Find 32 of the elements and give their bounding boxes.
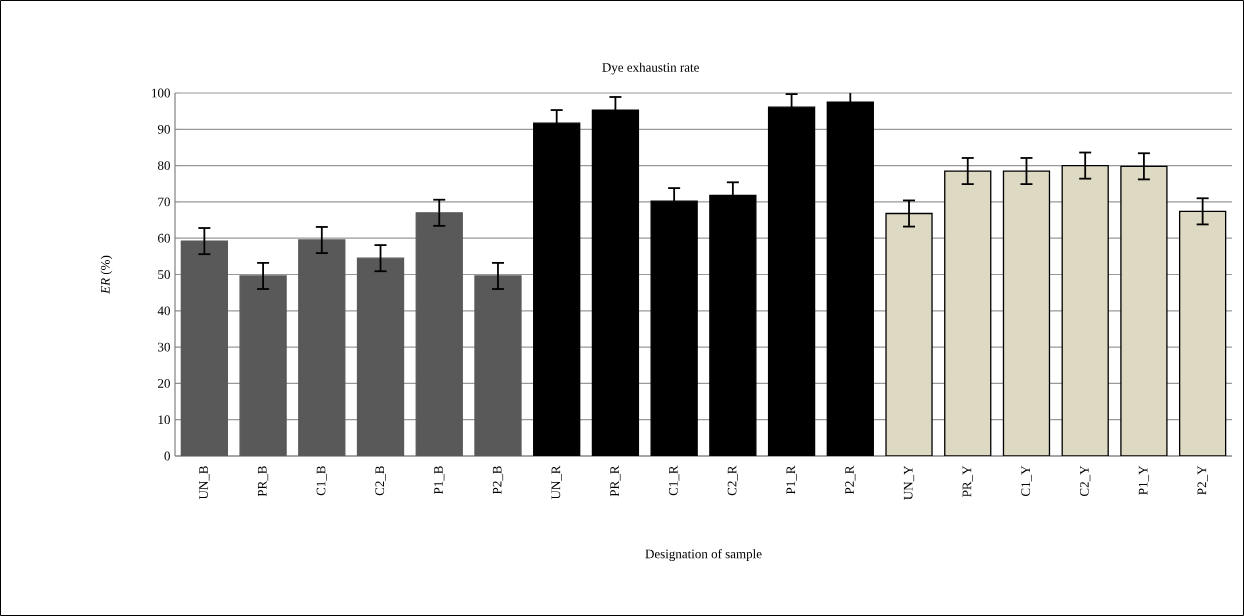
- x-tick-label: UN_Y: [903, 465, 915, 500]
- x-tick-label: C2_B: [375, 466, 386, 496]
- y-tick-label: 10: [158, 415, 170, 425]
- x-tick-label: PR_R: [610, 465, 621, 497]
- x-tick-label: P2_B: [492, 466, 504, 495]
- y-tick-label: 20: [158, 379, 170, 388]
- x-tick-label: UN_R: [551, 465, 562, 500]
- x-tick-label: PR_Y: [962, 465, 973, 497]
- y-tick-label: 90: [157, 124, 170, 134]
- x-tick-label: C2_Y: [1080, 465, 1091, 497]
- x-tick-label: P1_B: [434, 466, 445, 495]
- y-tick-label: 40: [157, 306, 170, 316]
- x-tick-label: UN_B: [199, 466, 210, 500]
- y-tick-label: 50: [158, 270, 170, 279]
- x-tick-label: C1_Y: [1021, 465, 1032, 497]
- x-tick-label: P1_Y: [1138, 465, 1150, 495]
- y-tick-label: 30: [158, 342, 170, 352]
- y-tick-label: 60: [158, 233, 170, 243]
- x-tick-label: P2_R: [845, 465, 856, 495]
- x-tick-label: C2_R: [727, 465, 738, 496]
- x-axis-title: Designation of sample: [645, 549, 762, 562]
- x-tick-label: C1_B: [316, 466, 327, 496]
- y-tick-label: 0: [164, 451, 170, 461]
- x-tick-label: PR_B: [257, 466, 269, 497]
- y-axis-title: ER (%): [100, 255, 113, 294]
- x-tick-label: C1_R: [669, 465, 680, 496]
- chart-title: Dye exhaustin rate: [602, 62, 699, 75]
- y-tick-label: 80: [157, 161, 170, 170]
- y-tick-label: 70: [158, 197, 170, 207]
- x-tick-label: P1_R: [786, 465, 797, 495]
- x-tick-label: P2_Y: [1197, 465, 1208, 495]
- y-tick-label: 100: [152, 88, 170, 98]
